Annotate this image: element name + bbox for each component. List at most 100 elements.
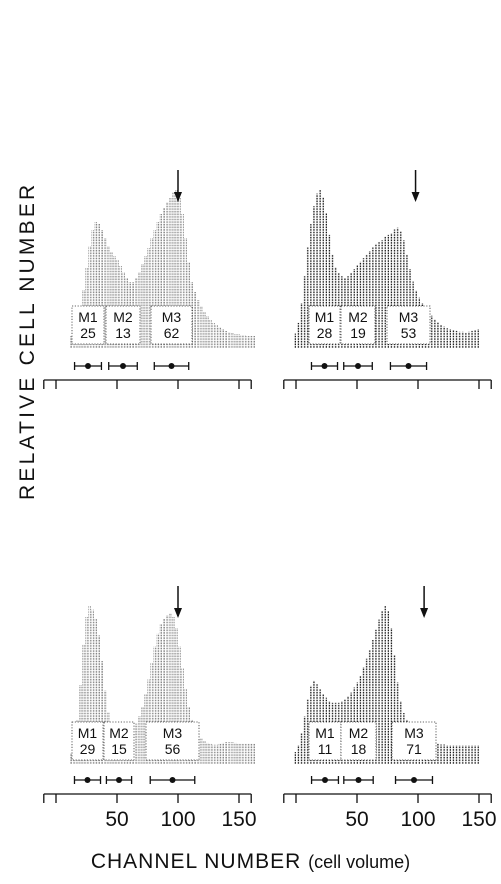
histogram-bar [303,716,306,764]
histogram-bar [144,256,147,348]
histogram-bar [225,331,227,348]
region-percent: 53 [401,325,417,341]
histogram-bar [110,252,113,348]
x-tick-label: 100 [160,808,195,831]
histogram-bar [303,276,306,348]
histogram-bar [141,264,144,348]
region-label: M2 [113,309,133,325]
histogram-bar [294,333,296,348]
histogram-bar [455,745,458,764]
histogram-bar [141,707,144,764]
histogram-bar [175,628,178,764]
histogram-bar [362,258,365,348]
histogram-bar [368,251,371,348]
histogram-bar [467,331,470,348]
region-label: M3 [163,725,183,741]
histogram-bar [221,742,224,764]
histogram-bar [203,312,206,348]
region-label: M1 [78,309,98,325]
mean-dot [84,777,91,783]
histogram-bar [449,329,451,348]
mean-dot [321,363,328,369]
mean-dot [85,363,91,369]
x-tick-label: 100 [400,808,435,831]
histogram-bar [209,320,212,348]
x-axis-label-sub: (cell volume) [308,852,411,872]
histogram-bar [371,640,374,764]
histogram-bar [181,668,184,764]
x-axis-label-main: CHANNEL NUMBER [90,850,302,873]
histogram-bar [458,331,461,348]
mean-dot [116,777,122,783]
histogram-bar [85,617,88,764]
histogram-bar [231,742,234,764]
histogram-bar [234,742,237,764]
histogram-bar [390,233,393,348]
histogram-bar [240,743,243,764]
region-box [103,721,135,761]
region-percent: 29 [80,741,96,757]
histogram-bar [246,743,249,764]
histogram-bar [178,646,181,764]
histogram-bar [455,330,458,348]
histogram-bar [464,745,467,764]
region-box [308,721,342,761]
histogram-bar [144,694,147,764]
histogram-bar [107,246,110,348]
histogram-bar [458,745,461,764]
histogram-bar [374,629,377,764]
histogram-bar [439,324,442,348]
region-label: M1 [315,725,335,741]
mean-dot [355,777,362,783]
histogram-bar [464,332,467,348]
histogram-bar [153,230,156,348]
histogram-bar [156,222,159,348]
region-box [340,721,377,761]
arrow-head [174,608,182,618]
histogram-bar [101,230,103,348]
histogram-bar [101,661,103,764]
region-box [105,305,141,345]
histogram-bar [374,243,377,348]
mean-dot [120,363,126,369]
histogram-bar [116,260,119,348]
histogram-bar [175,190,178,348]
histogram-bar [249,743,252,764]
histogram-bar [178,198,181,348]
histogram-bar [321,197,324,348]
histogram-bar [331,254,334,348]
region-box [391,721,437,761]
region-percent: 18 [351,741,367,757]
region-box [150,305,193,345]
region-box [308,305,341,345]
histogram-bar [234,334,237,348]
histogram-bar [135,723,138,764]
histogram-bar [430,315,433,348]
histogram-bar [150,238,153,348]
histogram-bar [377,242,380,348]
histogram-bar [473,330,476,348]
x-tick-label: 150 [461,808,496,831]
x-tick-label: 50 [105,808,128,831]
histogram-bar [390,628,393,764]
histogram-bar [150,663,153,764]
histogram-bar [442,326,445,348]
histogram-bar [91,609,94,764]
histogram-bar [297,322,300,348]
histogram-bar [452,330,455,348]
histogram-bar [166,615,169,764]
histogram-bar [359,261,362,348]
histogram-bar [91,230,94,348]
histogram-bar [476,745,479,764]
histogram-bar [88,246,91,348]
histogram-bar [237,743,240,764]
histogram-bar [470,745,473,764]
histogram-bar [405,254,408,348]
histogram-bar [452,745,455,764]
region-box [340,305,376,345]
histogram-bar [97,635,100,764]
region-percent: 11 [318,741,333,757]
histogram-bar [138,716,141,764]
